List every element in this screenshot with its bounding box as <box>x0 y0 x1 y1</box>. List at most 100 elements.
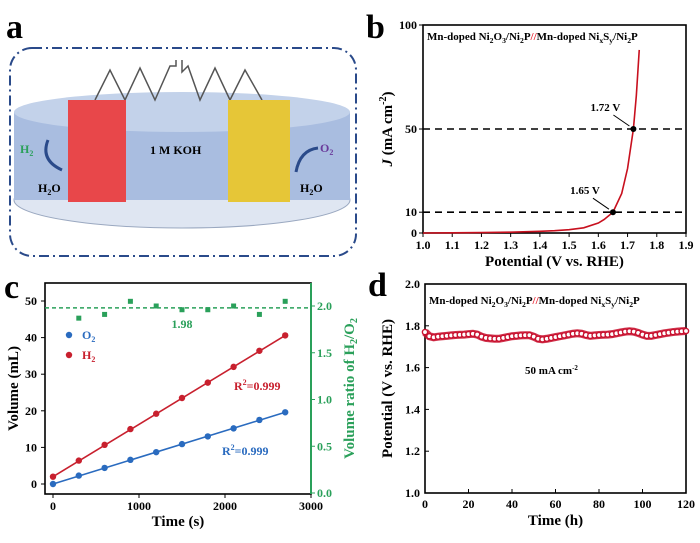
ratio-point <box>231 303 237 309</box>
x-tick-label: 1.4 <box>532 238 547 252</box>
x-tick-label: 80 <box>593 497 605 511</box>
y-axis-label: J (mA cm-2) <box>378 92 396 168</box>
data-point-o <box>153 448 160 456</box>
arrow-icon <box>294 146 319 173</box>
data-point-h <box>153 410 160 417</box>
data-point-h <box>178 394 186 402</box>
data-point-o <box>230 425 237 432</box>
data-point-h <box>127 425 134 433</box>
data-point-o <box>178 440 186 448</box>
y-tick-label: 1.2 <box>405 444 420 458</box>
chart-title: Mn-doped Ni2O3/Ni2P//Mn-doped NixSy/Ni2P <box>427 31 638 45</box>
anode-electrode <box>228 100 290 202</box>
y-tick-label: 2.0 <box>405 277 420 291</box>
panel-label-d: d <box>368 267 387 304</box>
y-tick-label: 10 <box>25 440 37 454</box>
x-tick-label: 100 <box>634 497 652 511</box>
data-point-h <box>282 332 289 339</box>
y2-tick-label: 1.5 <box>317 346 332 360</box>
y-tick-label: 30 <box>25 367 37 381</box>
annotation-label: 1.65 V <box>570 185 600 197</box>
wire-icon <box>94 60 263 102</box>
legend-marker <box>65 351 73 359</box>
arrow-icon <box>44 139 63 172</box>
x-tick-label: 1.8 <box>649 238 664 252</box>
ratio-point <box>282 298 288 304</box>
x-tick-label: 1.2 <box>474 238 489 252</box>
x-tick-label: 1.7 <box>620 238 635 252</box>
legend-label: H2 <box>82 348 95 364</box>
x-tick-label: 40 <box>506 497 518 511</box>
legend-label: O2 <box>82 328 95 344</box>
data-point-h <box>49 473 57 480</box>
data-point-o <box>256 416 263 424</box>
current-density-label: 50 mA cm-2 <box>525 364 578 377</box>
h2-label: H2 <box>20 142 33 158</box>
panel-label-a: a <box>6 9 23 46</box>
polarization-curve <box>422 49 641 234</box>
y-tick-label: 0 <box>411 226 417 240</box>
x-axis-label: Potential (V vs. RHE) <box>485 254 624 270</box>
y-tick-label: 1.0 <box>405 486 420 500</box>
x-tick-label: 20 <box>463 497 475 511</box>
data-point-o <box>204 433 211 440</box>
annotation-point <box>609 209 616 216</box>
y2-tick-label: 0.0 <box>317 486 332 500</box>
x-tick-label: 1000 <box>127 499 151 513</box>
ratio-point <box>102 311 108 317</box>
fit-line-o <box>52 411 286 485</box>
y-tick-label: 20 <box>25 404 37 418</box>
data-point-o <box>75 472 83 479</box>
data-point-o <box>282 409 289 416</box>
data-point-h <box>230 363 237 371</box>
y-tick-label: 40 <box>25 331 37 345</box>
y-tick-label: 10 <box>405 205 417 219</box>
y-tick-label: 1.4 <box>405 402 420 416</box>
x-tick-label: 0 <box>422 497 428 511</box>
annotation-point <box>630 126 637 132</box>
x-tick-label: 1.9 <box>679 238 694 252</box>
ratio-point <box>179 307 185 313</box>
data-point-h <box>75 457 83 464</box>
y-tick-label: 50 <box>25 294 37 308</box>
panel-label-c: c <box>4 269 19 306</box>
ratio-point <box>153 303 159 309</box>
panel-c-chart: 0 1000 2000 3000 0 10 20 30 40 50 0.0 0.5 1.0 1.5 2.0 T… <box>6 282 360 530</box>
panel-d-frame <box>424 283 687 494</box>
data-point-h <box>101 441 108 449</box>
o2-label: O2 <box>320 141 333 157</box>
annotation-label: 1.72 V <box>591 102 621 114</box>
electrolyte-label: 1 M KOH <box>150 143 202 157</box>
y-tick-label: 1.8 <box>405 319 420 333</box>
ratio-point <box>256 311 262 317</box>
panel-d-chart: 0 20 40 60 80 100 120 1.0 1.2 1.4 1.6 1.8 2.0 Time (h… <box>380 277 695 529</box>
panel-a-schematic: a 1 M KOH H2 H2O O2 H2O <box>6 9 357 257</box>
annotation-arrow <box>613 114 630 127</box>
data-point <box>682 327 690 335</box>
annotation-arrow <box>592 197 610 210</box>
data-point-h <box>256 347 263 354</box>
data-point-o <box>127 456 134 464</box>
mean-ratio-label: 1.98 <box>172 317 193 331</box>
x-tick-label: 0 <box>50 499 56 513</box>
ratio-point <box>76 315 82 321</box>
r-squared-label: R2=0.999 <box>222 443 269 458</box>
y-tick-label: 0 <box>31 477 37 491</box>
data-point-o <box>49 480 57 488</box>
y-tick-label: 100 <box>399 18 417 32</box>
x-tick-label: 1.1 <box>445 238 460 252</box>
data-point <box>421 328 429 336</box>
data-point-o <box>101 464 108 472</box>
x-tick-label: 1.6 <box>591 238 606 252</box>
x-tick-label: 2000 <box>213 499 237 513</box>
y2-tick-label: 2.0 <box>317 299 332 313</box>
data-point-h <box>204 379 211 386</box>
y-axis-label: Volume (mL) <box>6 346 22 431</box>
panel-b-chart: 1.0 1.1 1.2 1.3 1.4 1.5 1.6 1.7 1.8 1.9 0 10 50 100 Po… <box>378 18 694 270</box>
x-axis-label: Time (s) <box>152 514 205 530</box>
r-squared-label: R2=0.999 <box>234 378 281 393</box>
cathode-electrode <box>68 100 126 202</box>
panel-label-b: b <box>366 9 385 46</box>
chart-title: Mn-doped Ni2O3/Ni2P//Mn-doped NixSy/Ni2P <box>429 295 640 309</box>
